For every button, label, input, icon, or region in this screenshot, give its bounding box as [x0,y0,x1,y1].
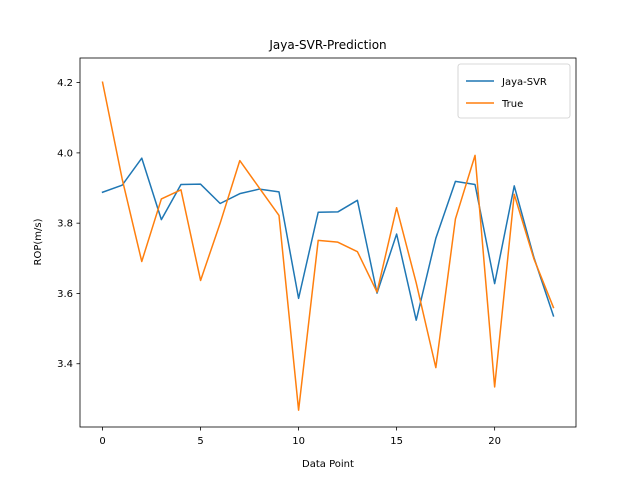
legend-box [457,63,571,119]
x-tick-label: 5 [197,436,203,447]
chart-title: Jaya-SVR-Prediction [268,38,386,52]
x-tick-label: 10 [292,436,305,447]
y-axis-label: ROP(m/s) [33,218,44,265]
x-tick-label: 0 [99,436,105,447]
x-tick-label: 15 [390,436,403,447]
plot-area [101,81,555,411]
x-tick-label: 20 [488,436,501,447]
x-axis-label: Data Point [302,459,354,470]
axes-frame [79,57,577,428]
y-tick-label: 3.6 [57,289,73,300]
y-tick-label: 4.0 [57,148,73,159]
y-axis: 3.4 3.6 3.8 4.0 4.2 [57,78,80,370]
y-tick-label: 3.8 [57,219,73,230]
y-tick-label: 3.4 [57,359,73,370]
y-tick-label: 4.2 [57,78,73,89]
legend: Jaya-SVR True [457,63,571,119]
x-axis: 0 5 10 15 20 [99,427,501,447]
legend-label: Jaya-SVR [501,77,547,88]
series-line-true [101,81,555,411]
legend-label: True [501,99,523,110]
